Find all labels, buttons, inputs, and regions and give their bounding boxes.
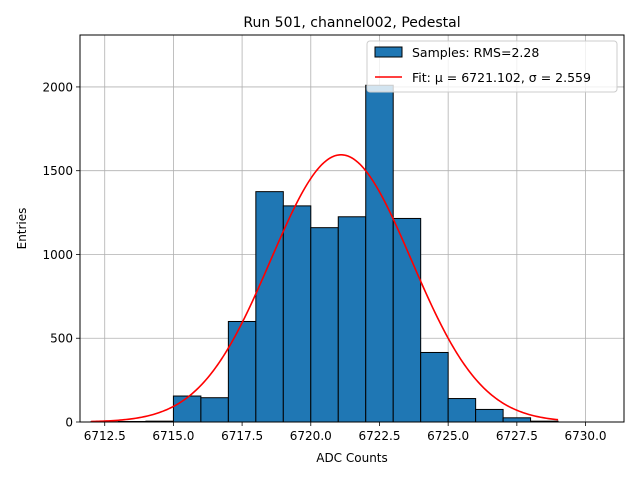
histogram-bar [447,398,477,423]
histogram-bar [475,408,504,423]
y-tick-label-3: 1500 [42,164,73,178]
x-tick-label-5: 6725.0 [427,429,469,443]
y-tick-label-4: 2000 [42,80,73,94]
x-tick-label-1: 6715.0 [152,429,194,443]
x-tick-label-2: 6717.5 [221,429,263,443]
histogram-bar [502,417,532,423]
y-tick-label-2: 1000 [42,248,73,262]
y-tick-label-0: 0 [65,416,73,430]
histogram-bar [420,351,449,423]
x-tick-label-7: 6730.0 [565,429,607,443]
histogram-bar [227,320,257,423]
x-axis-label: ADC Counts [316,451,388,465]
histogram-bar [310,227,339,423]
fit-curve [90,154,559,423]
histogram-bar [255,191,284,423]
x-tick-label-0: 6712.5 [84,429,126,443]
x-tick-label-3: 6720.0 [290,429,332,443]
legend: Samples: RMS=2.28 Fit: μ = 6721.102, σ =… [366,40,618,93]
fit-curve-layer [90,154,559,423]
y-axis-ticks: 0 500 1000 1500 2000 [42,80,80,430]
legend-box [366,40,618,93]
histogram-bars [90,84,559,423]
chart-title: Run 501, channel002, Pedestal [243,15,460,31]
x-tick-label-6: 6727.5 [496,429,538,443]
histogram-bar [172,395,202,423]
legend-swatch-histogram [374,46,403,58]
y-tick-label-1: 500 [50,332,73,346]
histogram-bar [200,397,229,423]
histogram-bar [282,205,312,423]
y-axis-label: Entries [15,208,29,250]
legend-label-histogram: Samples: RMS=2.28 [412,45,539,60]
x-tick-label-4: 6722.5 [358,429,400,443]
legend-label-fit: Fit: μ = 6721.102, σ = 2.559 [412,70,591,85]
histogram-bar [337,216,367,423]
histogram-bar [365,84,394,423]
plot-frame [79,34,625,423]
x-axis-ticks: 6712.5 6715.0 6717.5 6720.0 6722.5 6725.0 6727… [84,422,607,443]
